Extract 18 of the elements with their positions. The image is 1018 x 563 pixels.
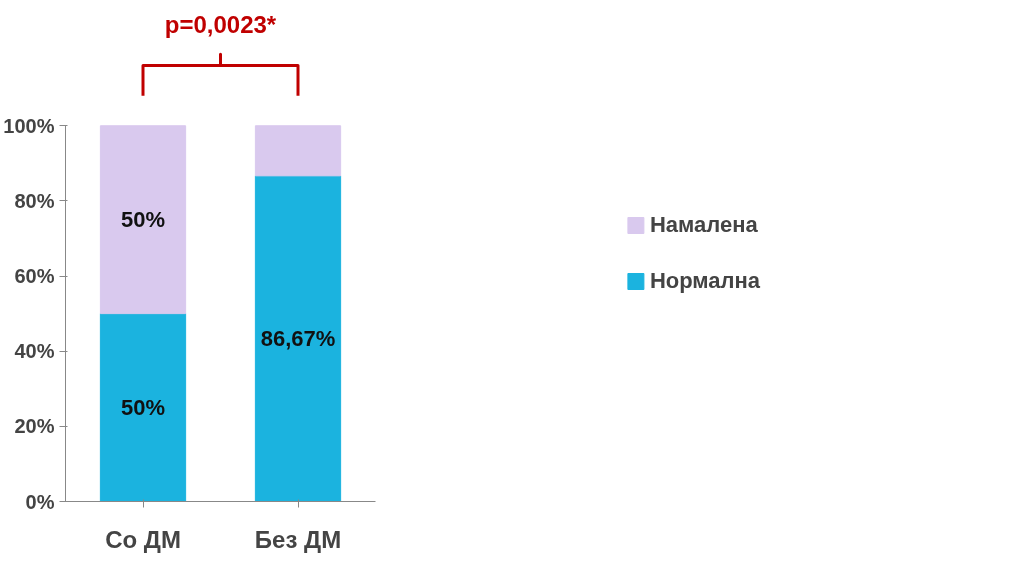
x-tick-label: Со ДМ xyxy=(105,525,181,553)
y-tick-label: 80% xyxy=(14,189,55,212)
text: p=0,0023* xyxy=(164,10,277,38)
y-tick-label: 20% xyxy=(14,415,55,438)
data-label: 50% xyxy=(120,395,166,421)
data-label: 86,67% xyxy=(260,326,336,352)
x-tick-label: Без ДМ xyxy=(254,525,342,553)
bar xyxy=(99,313,187,502)
y-tick-label: 100% xyxy=(3,114,55,137)
y-tick-label: 0% xyxy=(25,490,55,513)
y-tick-label: 40% xyxy=(14,340,55,363)
bar xyxy=(254,175,342,502)
data-label: 50% xyxy=(120,207,166,233)
bar xyxy=(99,125,187,315)
legend-label: Намалена xyxy=(649,212,758,238)
y-tick-label: 60% xyxy=(14,265,55,288)
bar xyxy=(254,125,342,177)
legend-label: Нормална xyxy=(649,268,761,294)
